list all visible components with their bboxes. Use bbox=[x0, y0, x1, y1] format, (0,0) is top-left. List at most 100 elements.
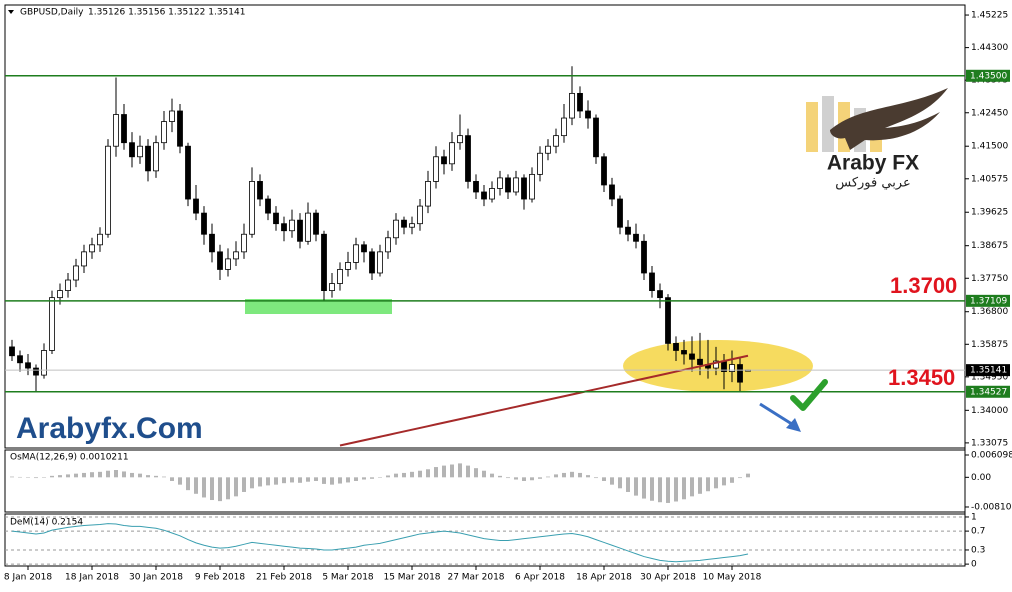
osma-bar bbox=[698, 477, 702, 494]
osma-bar bbox=[594, 477, 598, 479]
level-label: 1.43500 bbox=[970, 71, 1007, 81]
watermark: Arabyfx.Com bbox=[16, 412, 203, 445]
candle-body bbox=[41, 350, 47, 376]
candle-body bbox=[209, 233, 215, 253]
osma-bar bbox=[514, 477, 518, 480]
osma-bar bbox=[242, 477, 246, 492]
logo-bar bbox=[806, 102, 818, 152]
osma-bar bbox=[570, 471, 574, 478]
candle-body bbox=[481, 191, 487, 200]
osma-bar bbox=[250, 477, 254, 489]
osma-bar bbox=[74, 473, 78, 478]
candle-body bbox=[513, 177, 519, 193]
x-tick-label: 5 Mar 2018 bbox=[322, 573, 374, 583]
y-tick-label: -0.00810 bbox=[971, 502, 1012, 512]
candle-body bbox=[17, 355, 23, 364]
candle-body bbox=[737, 364, 743, 383]
osma-bar bbox=[50, 475, 54, 478]
osma-bar bbox=[426, 469, 430, 478]
candle-body bbox=[89, 244, 95, 253]
current-price-box bbox=[966, 364, 1010, 377]
osma-bar bbox=[562, 472, 566, 478]
candle-body bbox=[121, 114, 127, 144]
y-tick-label: 1.45225 bbox=[971, 11, 1008, 21]
candle-body bbox=[521, 177, 527, 200]
candle-body bbox=[193, 198, 199, 214]
osma-bar bbox=[226, 477, 230, 500]
candle-body bbox=[657, 290, 663, 299]
osma-bar bbox=[306, 477, 310, 482]
candle-body bbox=[9, 346, 15, 357]
y-tick-label: 1.34950 bbox=[971, 372, 1008, 382]
candle-body bbox=[609, 184, 615, 200]
osma-bar bbox=[338, 477, 342, 484]
osma-bar bbox=[146, 475, 150, 478]
osma-bar bbox=[618, 477, 622, 489]
candle-body bbox=[57, 290, 63, 299]
y-tick-label: 0.006098 bbox=[971, 450, 1012, 460]
level-box bbox=[966, 385, 1010, 398]
candle-body bbox=[113, 114, 119, 147]
level-label: 1.34527 bbox=[970, 387, 1007, 397]
osma-bar bbox=[450, 464, 454, 478]
osma-bar bbox=[362, 477, 366, 480]
osma-bar bbox=[58, 475, 62, 478]
candle-body bbox=[537, 152, 543, 175]
osma-bar bbox=[658, 477, 662, 503]
y-tick-label: 0.00 bbox=[971, 473, 991, 483]
osma-bar bbox=[522, 477, 526, 481]
y-tick-label: 1.33075 bbox=[971, 438, 1008, 448]
candle-body bbox=[289, 219, 295, 232]
osma-bar bbox=[538, 477, 542, 479]
candle-body bbox=[465, 135, 471, 182]
candle-body bbox=[505, 177, 511, 193]
candle-body bbox=[217, 251, 223, 270]
osma-bar bbox=[322, 477, 326, 484]
x-tick-label: 30 Apr 2018 bbox=[640, 573, 696, 583]
candle-body bbox=[641, 240, 647, 274]
candle-body bbox=[649, 272, 655, 291]
osma-bar bbox=[370, 477, 374, 479]
candle-body bbox=[49, 297, 55, 351]
osma-bar bbox=[178, 477, 182, 485]
x-tick-label: 6 Apr 2018 bbox=[515, 573, 565, 583]
level-label: 1.37109 bbox=[970, 296, 1007, 306]
candle-body bbox=[169, 110, 175, 122]
osma-bar bbox=[298, 477, 302, 483]
candle-body bbox=[625, 226, 631, 235]
check-mark bbox=[790, 379, 828, 411]
x-tick-label: 8 Jan 2018 bbox=[4, 573, 52, 583]
osma-bar bbox=[218, 477, 222, 502]
arrow bbox=[759, 402, 796, 428]
y-tick-label: 1.37750 bbox=[971, 274, 1008, 284]
candle-body bbox=[345, 262, 351, 270]
osma-bar bbox=[138, 473, 142, 478]
moving-average bbox=[339, 354, 749, 447]
chart-title: GBPUSD,Daily bbox=[20, 8, 84, 18]
x-tick-label: 18 Apr 2018 bbox=[576, 573, 632, 583]
candle-body bbox=[329, 283, 335, 291]
candle-body bbox=[681, 350, 687, 355]
y-tick-label: 1.38675 bbox=[971, 241, 1008, 251]
osma-bar bbox=[170, 477, 174, 481]
y-tick-label: 1 bbox=[971, 512, 977, 522]
osma-bar bbox=[90, 472, 94, 478]
candle-body bbox=[177, 110, 183, 147]
osma-bar bbox=[546, 476, 550, 478]
y-tick-label: 1.42450 bbox=[971, 108, 1008, 118]
dem-title: DeM(14) 0.2154 bbox=[10, 518, 83, 528]
x-tick-label: 21 Feb 2018 bbox=[256, 573, 312, 583]
osma-bar bbox=[674, 477, 678, 502]
x-tick-label: 15 Mar 2018 bbox=[383, 573, 440, 583]
y-tick-label: 1.36800 bbox=[971, 307, 1008, 317]
osma-bar bbox=[714, 477, 718, 489]
osma-bar bbox=[482, 470, 486, 478]
y-tick-label: 1.34000 bbox=[971, 406, 1008, 416]
candle-body bbox=[265, 198, 271, 214]
candle-body bbox=[441, 156, 447, 165]
osma-bar bbox=[378, 477, 382, 478]
candle-body bbox=[689, 353, 695, 360]
y-tick-label: 1.44300 bbox=[971, 43, 1008, 53]
logo-arabic: عربي فوركس bbox=[835, 176, 911, 191]
y-tick-label: 0.3 bbox=[971, 545, 985, 555]
